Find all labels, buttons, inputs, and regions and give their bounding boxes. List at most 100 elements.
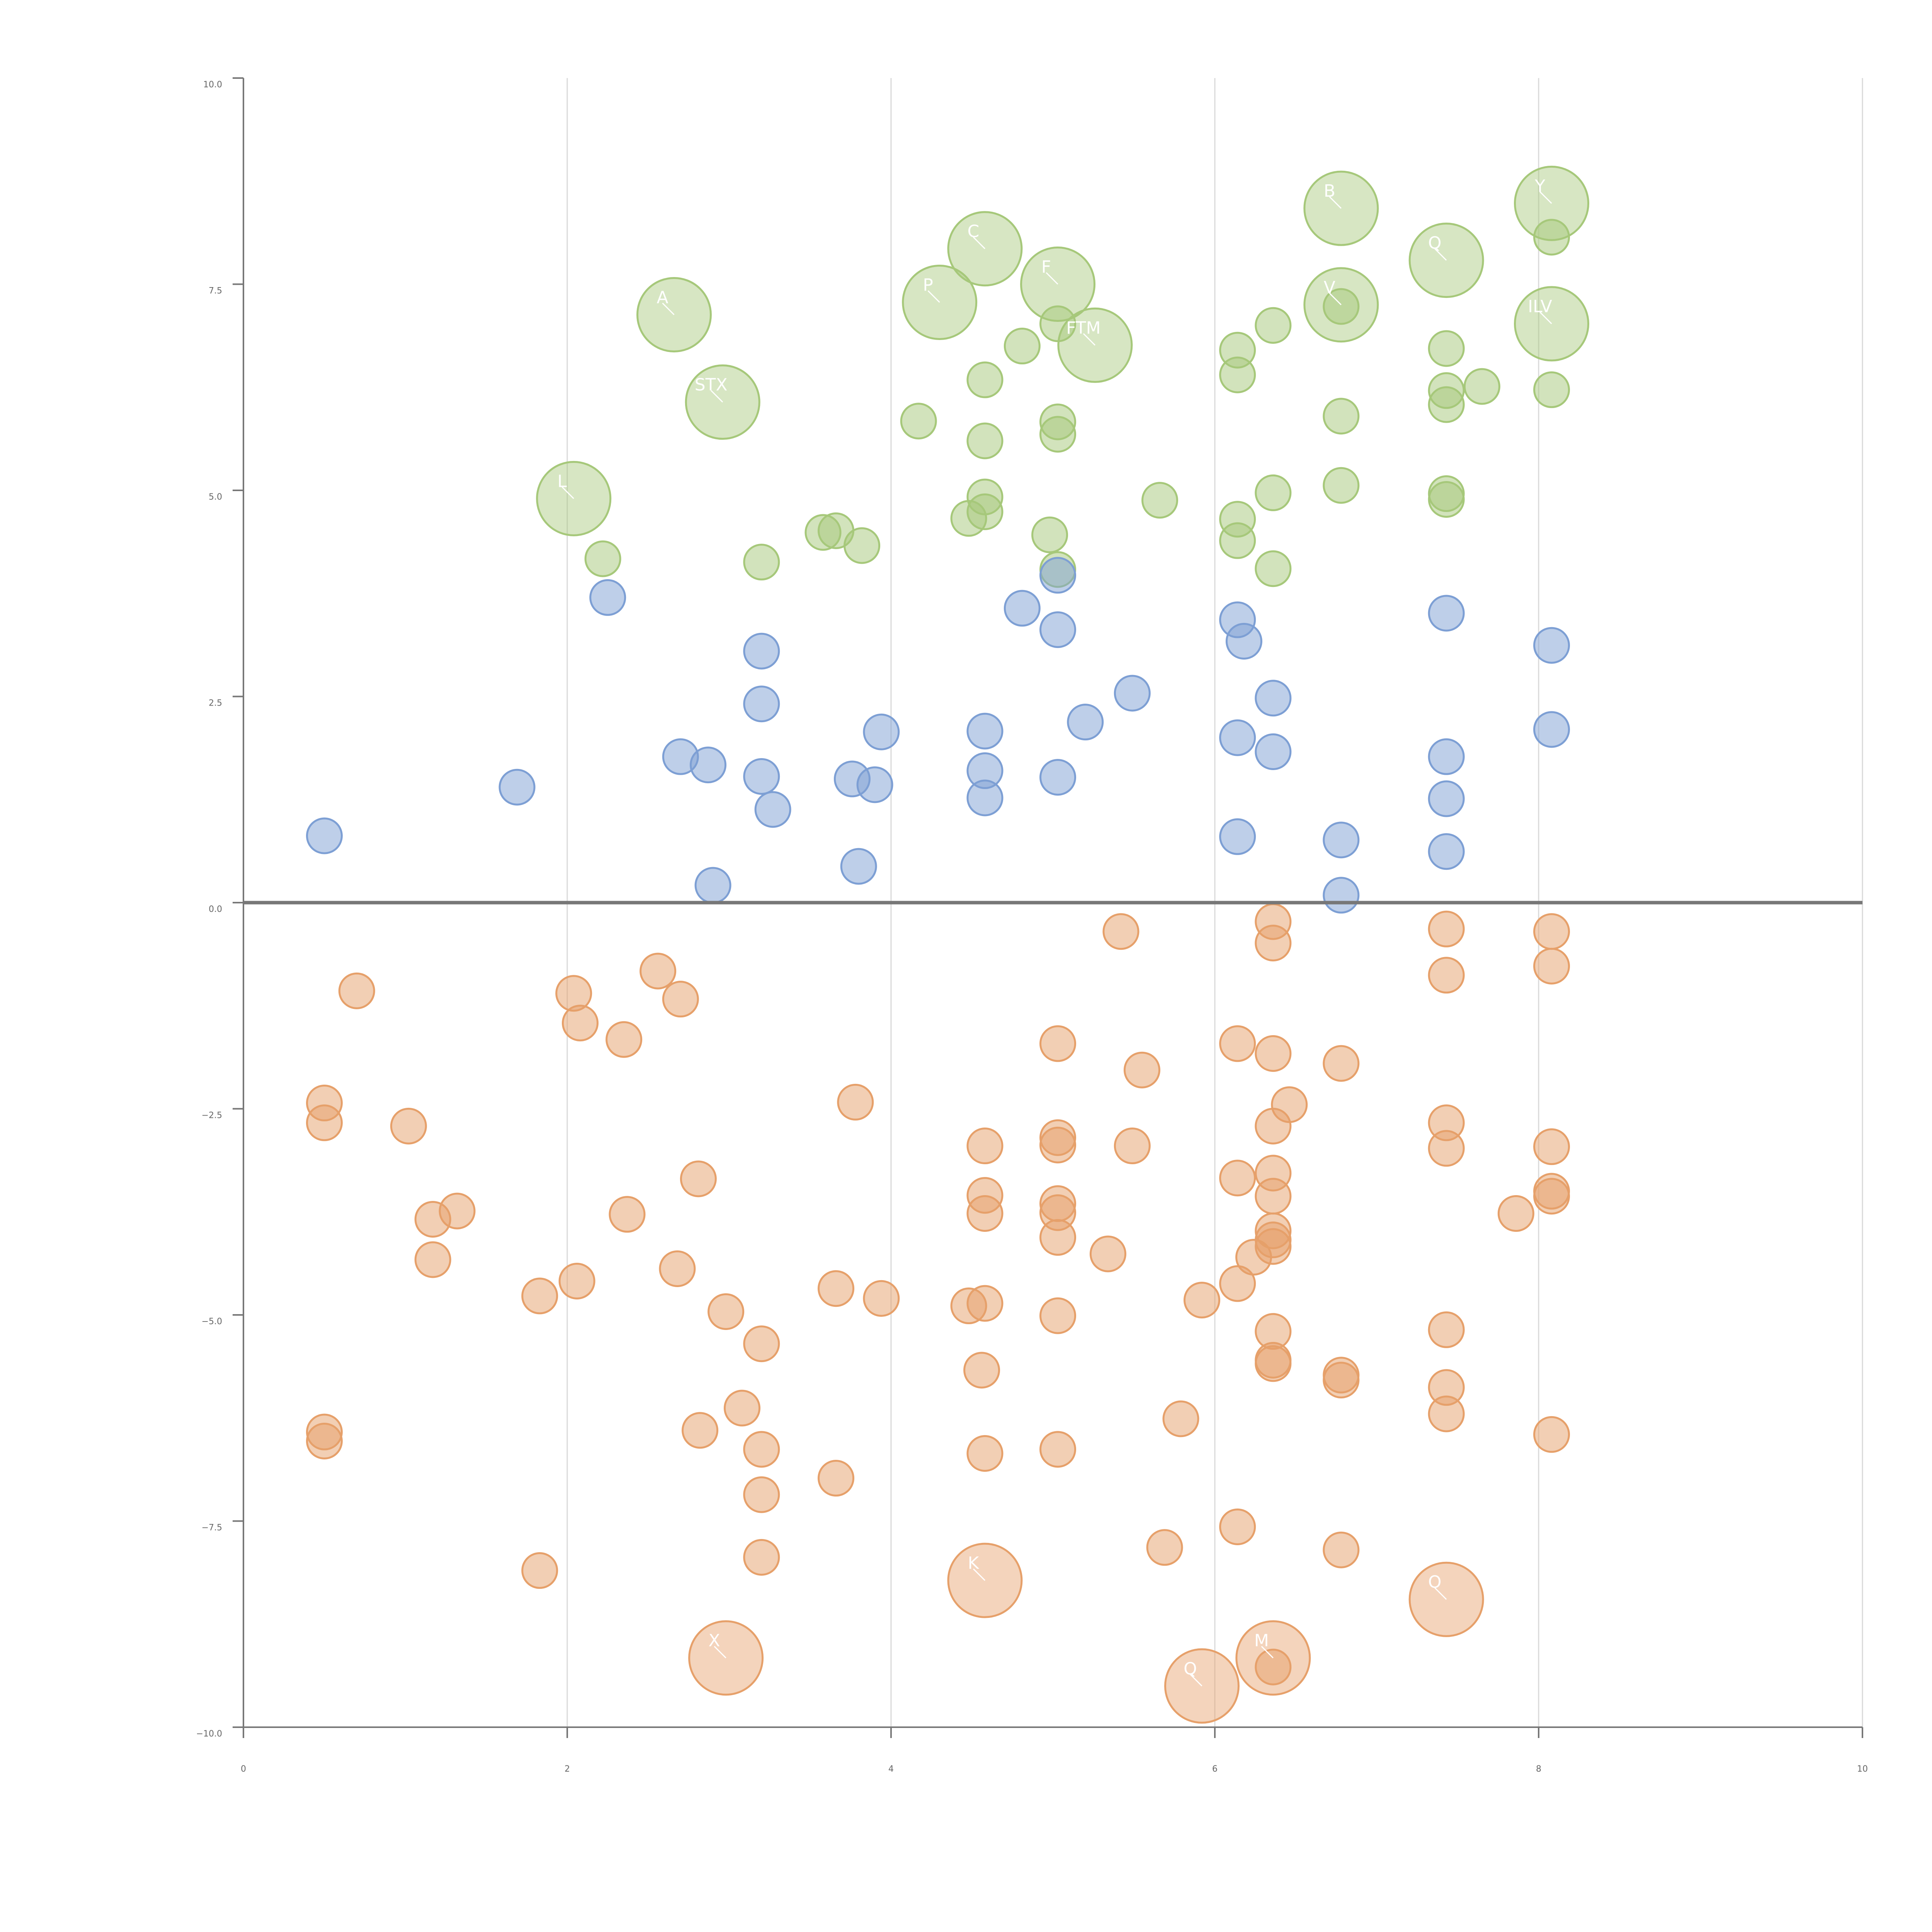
point-orange-38 [1039,1025,1077,1062]
point-blue-36 [1533,627,1570,664]
point-orange-1 [306,1104,343,1141]
bubble-label-X: X [709,1631,720,1651]
point-blue-32 [1428,780,1465,817]
point-orange-72 [1323,1045,1360,1082]
point-orange-3 [306,1423,343,1460]
point-orange-23 [743,1325,780,1362]
axis-layer: 10.0 7.5 5.0 2.5 0.0 −2.5 −5.0 −7.5 −10.0 0 2 4 6 8 10 [196,77,1868,1774]
bubble-label-V: V [1324,278,1335,298]
point-green-35 [1533,219,1570,256]
point-orange-47 [1102,913,1139,950]
point-green-24 [1255,307,1292,344]
bubble-label-P: P [923,275,933,295]
point-orange-70 [1255,1648,1292,1685]
point-orange-44 [1039,1297,1077,1334]
point-orange-83 [1497,1195,1534,1232]
leader-line-X [714,1646,726,1658]
point-blue-7 [743,685,780,723]
point-green-8 [966,478,1003,515]
point-green-26 [1323,398,1360,435]
point-blue-9 [754,791,791,828]
y-tick-label-6: −5.0 [202,1317,222,1327]
point-green-32 [1428,330,1465,367]
leader-line-F [1046,272,1058,285]
point-orange-11 [555,975,592,1012]
point-orange-53 [1219,1025,1256,1062]
bubble-label-FTM: FTM [1066,318,1100,338]
point-orange-14 [605,1021,643,1058]
y-tick-label-8: −10.0 [196,1729,222,1739]
point-blue-1 [498,769,536,806]
leader-line-L [561,486,574,499]
y-tick-label-7: −7.5 [202,1523,222,1533]
point-orange-12 [558,1263,595,1300]
point-blue-27 [1255,733,1292,770]
point-blue-33 [1428,738,1465,775]
x-tick-label-5: 10 [1857,1764,1868,1774]
point-orange-82 [1428,1395,1465,1432]
leader-line-V [1329,293,1342,305]
point-orange-19 [680,1160,717,1197]
point-green-11 [1003,328,1041,365]
point-orange-54 [1219,1160,1256,1197]
bubble-label-ILV: ILV [1528,297,1552,316]
point-orange-27 [818,1270,855,1307]
point-green-15 [1039,403,1077,440]
point-green-23 [1255,474,1292,511]
y-tick-label-4: 0.0 [209,905,222,914]
x-tick-label-4: 8 [1536,1764,1541,1774]
y-tick-label-2: 5.0 [209,492,222,502]
point-blue-24 [1219,719,1256,756]
bubble-label-Q: Q [1184,1659,1197,1679]
point-green-31 [1428,372,1465,409]
point-orange-5 [390,1107,427,1145]
point-green-34 [1533,371,1570,408]
point-orange-17 [659,1250,696,1287]
point-orange-80 [1428,1311,1465,1348]
point-green-10 [966,361,1003,398]
leader-line-Q [1434,248,1447,261]
point-blue-15 [966,752,1003,789]
bubble-label-L: L [558,471,567,491]
leader-line-ILV [1539,311,1552,324]
point-blue-16 [966,713,1003,750]
point-orange-86 [1533,1128,1570,1165]
point-orange-18 [662,981,699,1018]
point-orange-4 [338,972,375,1009]
point-orange-89 [1533,1416,1570,1453]
point-orange-22 [724,1389,761,1427]
point-blue-17 [1003,590,1041,627]
point-green-22 [1255,550,1292,587]
leader-line-FTM [1083,333,1096,346]
point-blue-0 [306,817,343,854]
point-orange-45 [1039,1431,1077,1468]
point-green-4 [844,527,881,564]
point-blue-6 [743,758,780,795]
point-green-1 [743,544,780,581]
point-green-33 [1463,368,1500,405]
bubble-label-A: A [656,287,668,307]
point-blue-11 [840,848,877,885]
point-orange-20 [682,1412,719,1449]
point-orange-84 [1533,913,1570,950]
point-orange-37 [966,1435,1003,1472]
leader-line-A [662,303,675,315]
point-orange-79 [1428,1130,1465,1167]
point-orange-29 [837,1083,874,1121]
point-orange-28 [818,1460,855,1497]
labels-layer: L A STX P C F FTM B V Q Y ILV X K Q M O [558,176,1552,1687]
point-green-19 [1219,501,1256,538]
x-tick-label-2: 4 [888,1764,894,1774]
point-blue-19 [1039,611,1077,648]
point-orange-55 [1219,1265,1256,1302]
point-green-25 [1323,467,1360,504]
point-green-5 [900,403,937,440]
point-orange-63 [1255,1178,1292,1215]
point-orange-16 [639,952,677,990]
point-orange-88 [1533,1178,1570,1215]
point-blue-26 [1225,623,1262,660]
point-orange-8 [439,1192,476,1230]
point-orange-25 [743,1476,780,1513]
point-green-29 [1428,475,1465,512]
point-orange-60 [1255,1035,1292,1072]
